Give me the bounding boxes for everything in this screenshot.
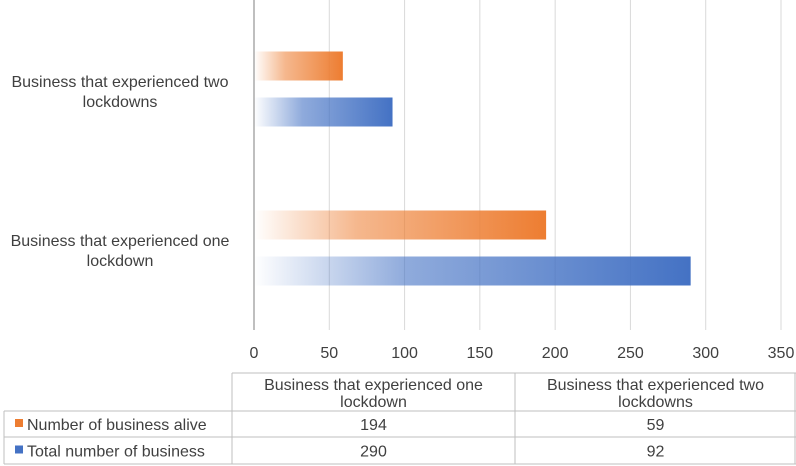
- x-tick-label: 300: [692, 345, 719, 362]
- x-tick-label: 100: [391, 345, 418, 362]
- bar-total-two-lockdowns: [254, 97, 393, 127]
- category-label: lockdowns: [83, 94, 158, 111]
- category-labels: Business that experienced one lockdown Bus…: [11, 74, 230, 270]
- x-axis-ticks: 0 50 100 150 200 250 300 350: [250, 345, 795, 362]
- x-tick-label: 50: [320, 345, 338, 362]
- x-tick-label: 200: [542, 345, 569, 362]
- table-header: Business that experienced one: [264, 377, 483, 394]
- x-tick-label: 150: [467, 345, 494, 362]
- legend-key: [15, 419, 23, 427]
- bar-alive-two-lockdowns: [254, 51, 343, 81]
- table-value: 194: [360, 417, 387, 434]
- table-value: 290: [360, 444, 387, 461]
- legend-label: Number of business alive: [27, 417, 207, 434]
- bar-total-one-lockdown: [254, 256, 691, 286]
- table-value: 92: [647, 444, 665, 461]
- x-tick-label: 0: [250, 345, 259, 362]
- x-tick-label: 250: [617, 345, 644, 362]
- category-label: lockdown: [87, 253, 154, 270]
- category-label: Business that experienced one: [11, 233, 230, 250]
- table-header: Business that experienced two: [547, 377, 764, 394]
- legend-key: [15, 445, 23, 454]
- table-header: lockdowns: [618, 394, 693, 411]
- category-label: Business that experienced two: [11, 74, 228, 91]
- bar-alive-one-lockdown: [254, 210, 547, 240]
- x-tick-label: 350: [768, 345, 795, 362]
- table-header: lockdown: [340, 394, 407, 411]
- legend-label: Total number of business: [27, 444, 205, 461]
- table-value: 59: [647, 417, 665, 434]
- bars: [254, 51, 691, 286]
